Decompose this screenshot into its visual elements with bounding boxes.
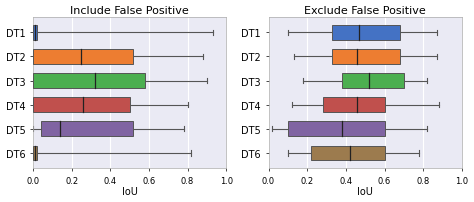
Title: Include False Positive: Include False Positive xyxy=(70,5,189,16)
Bar xyxy=(311,146,384,160)
Bar xyxy=(33,74,145,88)
Bar xyxy=(332,50,400,64)
Bar xyxy=(342,74,404,88)
Bar xyxy=(33,50,134,64)
Bar xyxy=(332,26,400,40)
Bar xyxy=(33,146,37,160)
Bar xyxy=(288,122,384,136)
Bar xyxy=(33,26,37,40)
Title: Exclude False Positive: Exclude False Positive xyxy=(304,5,426,16)
Bar xyxy=(33,98,129,112)
Bar xyxy=(41,122,134,136)
X-axis label: IoU: IoU xyxy=(357,186,373,197)
X-axis label: IoU: IoU xyxy=(122,186,137,197)
Bar xyxy=(323,98,384,112)
